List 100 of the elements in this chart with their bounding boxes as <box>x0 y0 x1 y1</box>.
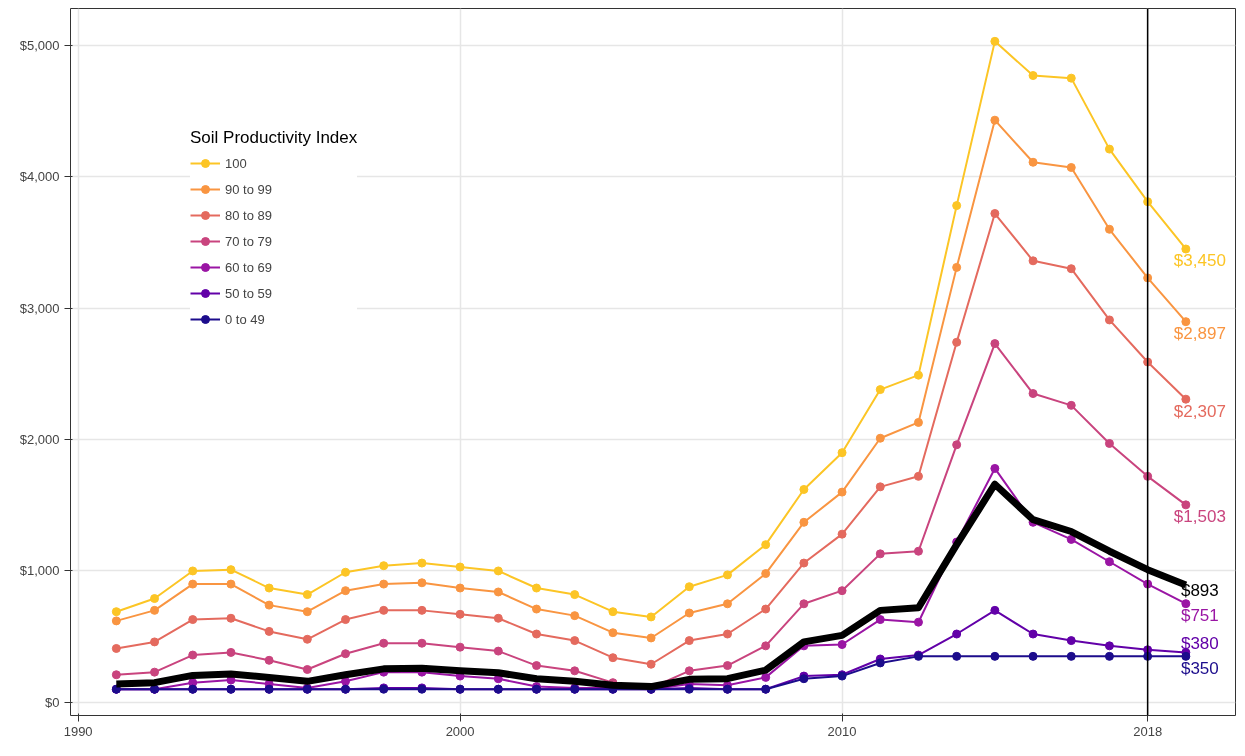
point <box>875 433 885 443</box>
point <box>111 607 121 617</box>
point <box>226 613 236 623</box>
point <box>417 638 427 648</box>
point <box>111 643 121 653</box>
point <box>532 629 541 639</box>
point <box>1028 71 1038 81</box>
point <box>837 448 847 458</box>
point <box>1066 534 1076 544</box>
y-tick-label: $1,000 <box>19 563 60 579</box>
point <box>1104 224 1114 234</box>
point <box>417 578 427 588</box>
point <box>570 611 580 621</box>
y-tick-label: $4,000 <box>19 169 60 185</box>
point <box>493 587 503 597</box>
point <box>1181 500 1191 510</box>
data-label: $2,307 <box>1173 401 1226 421</box>
point <box>1066 400 1076 410</box>
point <box>1181 317 1191 327</box>
point <box>455 642 465 652</box>
point <box>302 607 312 617</box>
point <box>150 667 160 677</box>
x-tick-label: 1990 <box>63 723 93 739</box>
point <box>722 570 732 580</box>
point <box>493 613 503 623</box>
point <box>493 646 503 656</box>
legend-label: 60 to 69 <box>225 259 272 275</box>
point <box>837 640 847 650</box>
point <box>417 605 427 615</box>
point <box>532 661 541 671</box>
point <box>990 209 1000 218</box>
point <box>570 590 580 600</box>
legend-label: 80 to 89 <box>225 207 272 223</box>
data-label: $350 <box>1180 658 1219 678</box>
point <box>952 629 962 639</box>
point <box>646 659 656 669</box>
point <box>990 36 1000 46</box>
point <box>417 558 427 568</box>
legend-label: 100 <box>225 155 247 171</box>
point <box>608 653 618 663</box>
data-label: $380 <box>1180 633 1219 653</box>
point <box>1028 256 1038 266</box>
point <box>684 636 694 646</box>
point <box>837 586 847 596</box>
point <box>761 641 771 651</box>
legend-label: 0 to 49 <box>225 311 265 327</box>
legend-label: 90 to 99 <box>225 181 272 197</box>
point <box>952 201 962 211</box>
point <box>455 562 465 572</box>
point <box>379 638 389 648</box>
point <box>722 599 732 609</box>
point <box>1104 144 1114 154</box>
point <box>761 672 771 682</box>
point <box>990 605 1000 615</box>
point <box>570 636 580 646</box>
data-label: $3,450 <box>1173 251 1226 271</box>
point <box>722 661 732 671</box>
point <box>1028 389 1038 399</box>
point <box>608 607 618 617</box>
legend-label: 50 to 59 <box>225 285 272 301</box>
point <box>1066 651 1076 661</box>
point <box>188 579 198 589</box>
point <box>264 600 274 610</box>
point <box>875 658 885 668</box>
point <box>952 337 962 347</box>
point <box>875 549 885 559</box>
point <box>1181 394 1191 404</box>
point <box>875 482 885 492</box>
point <box>761 569 771 579</box>
point <box>1104 315 1114 325</box>
point <box>684 666 694 676</box>
x-tick-label: 2000 <box>445 723 475 739</box>
point <box>1181 651 1191 661</box>
point <box>799 517 809 527</box>
point <box>150 637 160 647</box>
x-tick-label: 2010 <box>827 723 857 739</box>
point <box>722 629 732 639</box>
point <box>1181 599 1191 609</box>
point <box>761 540 771 550</box>
data-label: $2,897 <box>1173 324 1226 344</box>
point <box>684 608 694 618</box>
point <box>646 633 656 643</box>
y-tick-label: $3,000 <box>19 300 60 316</box>
legend-title: Soil Productivity Index <box>190 128 358 148</box>
point <box>188 650 198 660</box>
point <box>875 615 885 625</box>
point <box>1066 73 1076 83</box>
point <box>990 463 1000 473</box>
point <box>646 612 656 622</box>
point <box>188 615 198 625</box>
point <box>684 582 694 592</box>
point <box>990 651 1000 661</box>
point <box>1066 264 1076 274</box>
point <box>913 471 923 481</box>
point <box>455 609 465 619</box>
point <box>570 666 580 676</box>
point <box>493 566 503 576</box>
point <box>1104 641 1114 651</box>
point <box>264 583 274 593</box>
point <box>1028 651 1038 661</box>
